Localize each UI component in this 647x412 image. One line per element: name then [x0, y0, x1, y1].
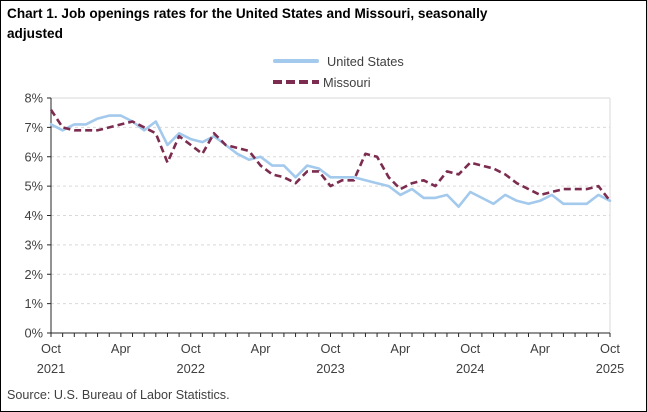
source-note: Source: U.S. Bureau of Labor Statistics.: [7, 388, 230, 402]
legend-label-missouri: Missouri: [323, 74, 371, 90]
x-axis-month-label: Apr: [390, 341, 411, 356]
y-axis-label: 7%: [25, 120, 44, 135]
x-axis-month-label: Apr: [251, 341, 272, 356]
united-states-line: [49, 114, 612, 208]
legend-item-united-states: United States: [273, 53, 404, 69]
chart-title-line1: Chart 1. Job openings rates for the Unit…: [7, 6, 488, 21]
chart-title: Chart 1. Job openings rates for the Unit…: [7, 4, 643, 44]
x-axis-month-label: Oct: [321, 341, 341, 356]
chart-title-line2: adjusted: [7, 26, 63, 41]
y-axis-label: 8%: [25, 91, 44, 106]
x-axis-month-label: Oct: [181, 341, 201, 356]
legend-item-missouri: Missouri: [273, 74, 404, 90]
x-axis-year-label: 2024: [456, 361, 484, 376]
x-axis-month-label: Oct: [460, 341, 480, 356]
y-axis-label: 1%: [25, 296, 44, 311]
x-axis-year-label: 2021: [37, 361, 65, 376]
y-axis-label: 3%: [25, 237, 44, 252]
legend: United States Missouri: [273, 53, 404, 90]
y-axis-label: 0%: [25, 326, 44, 341]
y-axis-label: 4%: [25, 208, 44, 223]
y-axis-label: 6%: [25, 149, 44, 164]
missouri-line-swatch: [273, 80, 319, 84]
x-axis-month-label: Apr: [111, 341, 132, 356]
y-axis-label: 5%: [25, 179, 44, 194]
x-axis-year-label: 2023: [316, 361, 344, 376]
x-axis-year-label: 2022: [177, 361, 205, 376]
united-states-line-swatch: [273, 59, 319, 63]
legend-label-united-states: United States: [327, 53, 404, 69]
x-axis-month-label: Oct: [41, 341, 61, 356]
x-axis-month-label: Oct: [600, 341, 620, 356]
x-axis-month-label: Apr: [530, 341, 551, 356]
y-axis-label: 2%: [25, 267, 44, 282]
missouri-line: [49, 109, 612, 202]
x-axis-year-label: 2025: [596, 361, 624, 376]
